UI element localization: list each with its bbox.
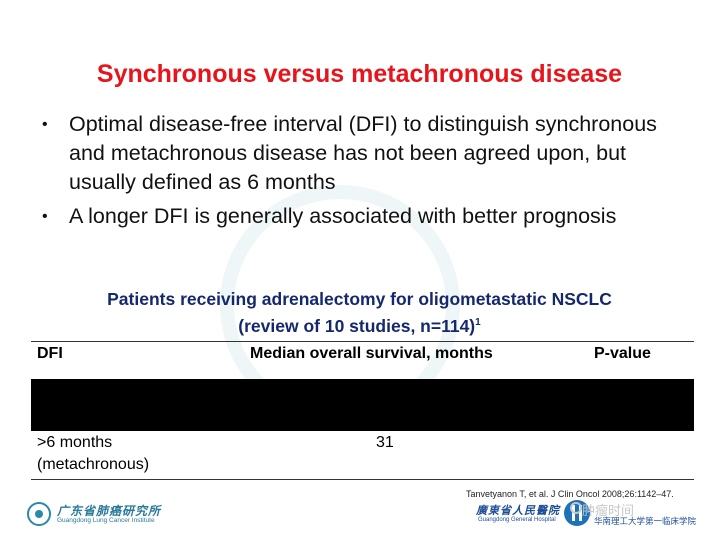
bullet-text: A longer DFI is generally associated wit…: [69, 204, 617, 228]
institute-name-en: Guangdong Lung Cancer Institute: [57, 517, 155, 524]
institute-name: 广东省肺癌研究所: [57, 504, 162, 518]
bullet-list: • Optimal disease-free interval (DFI) to…: [40, 110, 680, 236]
bullet-text: Optimal disease-free interval (DFI) to d…: [69, 112, 657, 194]
header-p-value: P-value: [594, 345, 651, 362]
wechat-watermark-text: 肿瘤时间: [582, 503, 635, 518]
hospital-name-en: Guangdong General Hospital: [478, 517, 556, 523]
table-caption-line2: (review of 10 studies, n=114)1: [238, 315, 481, 336]
institute-logo: 广东省肺癌研究所 Guangdong Lung Cancer Institute: [27, 500, 177, 530]
bullet-item: • Optimal disease-free interval (DFI) to…: [40, 110, 680, 197]
bullet-dot-icon: •: [42, 208, 48, 225]
hospital-name: 廣東省人民醫院: [476, 504, 560, 517]
reference-citation: Tanvetyanon T, et al. J Clin Oncol 2008;…: [466, 489, 674, 499]
header-survival: Median overall survival, months: [250, 345, 493, 362]
footnote-marker: 1: [475, 317, 481, 328]
table-caption-line1: Patients receiving adrenalectomy for oli…: [107, 289, 612, 309]
table-top-rule: [31, 341, 694, 342]
bullet-dot-icon: •: [42, 116, 48, 133]
redacted-row: [31, 379, 694, 431]
slide-title: Synchronous versus metachronous disease: [96, 60, 623, 88]
university-name: 华南理工大学第一临床学院: [594, 516, 697, 526]
table-bottom-rule: [31, 479, 694, 480]
wechat-watermark-icon: [570, 502, 582, 514]
hospital-logo: 廣東省人民醫院 Guangdong General Hospital 华南理工大…: [476, 500, 716, 534]
table-row-survival: 31: [376, 434, 394, 451]
table-row-dfi: >6 months (metachronous): [37, 434, 150, 473]
institute-seal-icon: [27, 502, 51, 526]
header-dfi: DFI: [37, 345, 63, 362]
table-caption: Patients receiving adrenalectomy for oli…: [0, 287, 719, 338]
bullet-item: • A longer DFI is generally associated w…: [40, 202, 680, 231]
